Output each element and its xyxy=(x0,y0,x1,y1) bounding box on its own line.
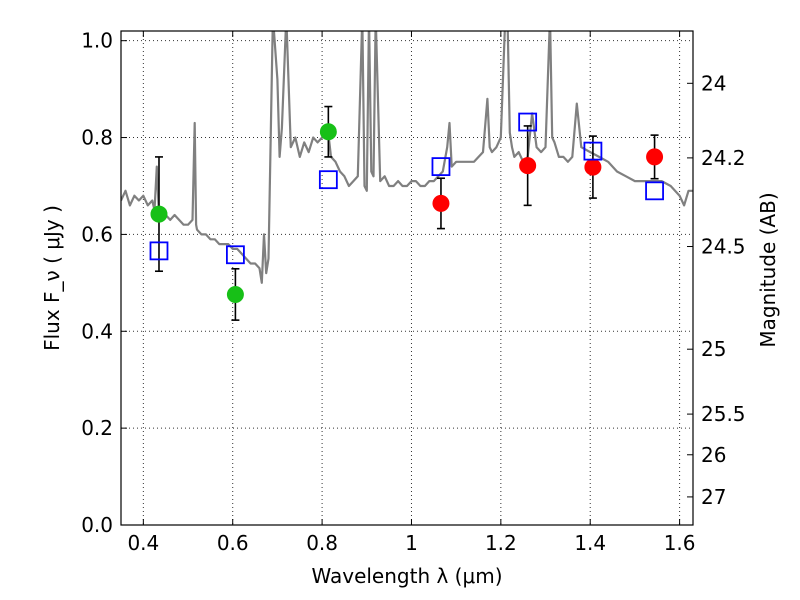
y-tick-label: 0.4 xyxy=(81,319,113,343)
y2-axis-label: Magnitude (AB) xyxy=(756,192,780,347)
spectrum-line xyxy=(121,31,693,284)
observed-nir-point xyxy=(432,194,450,212)
model-square-point xyxy=(318,170,338,190)
x-tick-label: 0.6 xyxy=(217,531,249,555)
spectrum-layer xyxy=(121,31,693,284)
y-tick-label: 0.0 xyxy=(81,513,113,537)
y-tick-label: 0.6 xyxy=(81,222,113,246)
y2-tick-label: 24 xyxy=(701,71,726,95)
y2-tick-label: 25.5 xyxy=(701,402,746,426)
plot-frame xyxy=(120,30,694,526)
model-square-point xyxy=(149,241,169,261)
y2-tick-label: 27 xyxy=(701,485,726,509)
y2-tick-label: 25 xyxy=(701,337,726,361)
x-tick-label: 1.6 xyxy=(664,531,696,555)
x-axis-label: Wavelength λ (μm) xyxy=(311,564,502,588)
model-square-point xyxy=(431,157,451,177)
x-tick-label: 1.4 xyxy=(574,531,606,555)
y2-tick-label: 24.2 xyxy=(701,146,746,170)
observed-nir-point xyxy=(584,158,602,176)
model-square-point xyxy=(645,181,664,201)
observed-nir-point xyxy=(519,157,537,175)
x-tick-label: 0.8 xyxy=(306,531,338,555)
y-tick-label: 0.2 xyxy=(81,416,113,440)
grid xyxy=(121,31,693,526)
y2-tick-label: 24.5 xyxy=(701,235,746,259)
y-tick-label: 0.8 xyxy=(81,126,113,150)
ticks: 0.4 0.6 0.8 1 1.2 1.4 1.6 0.0 0.2 0.4 0.6 0.8 1.0 24 2… xyxy=(81,29,745,555)
y-axis-label: Flux F_ν ( μJy ) xyxy=(40,205,64,351)
observed-nir-point xyxy=(646,148,664,166)
model-square-point xyxy=(225,245,245,265)
y2-tick-label: 26 xyxy=(701,443,726,467)
x-tick-label: 0.4 xyxy=(127,531,159,555)
observed-optical-point xyxy=(150,205,168,223)
observed-optical-point xyxy=(226,285,244,303)
model-square-point xyxy=(518,112,538,132)
x-tick-label: 1.2 xyxy=(485,531,517,555)
observed-optical-point xyxy=(319,123,337,141)
model-square-point xyxy=(583,141,603,161)
x-tick-label: 1 xyxy=(405,531,418,555)
markers xyxy=(149,112,664,303)
y-tick-label: 1.0 xyxy=(81,29,113,53)
